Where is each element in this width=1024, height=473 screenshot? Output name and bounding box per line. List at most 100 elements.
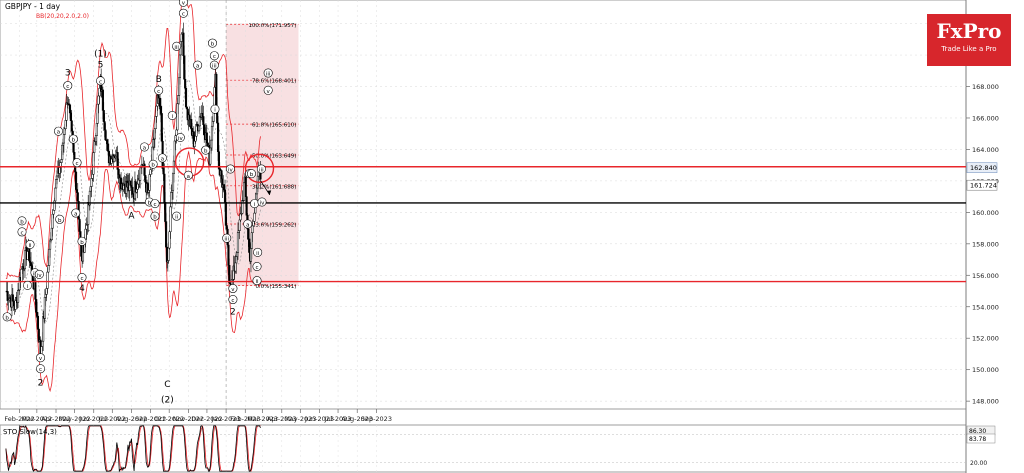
x-tick-label: Feb-2022 — [4, 415, 34, 423]
candle — [168, 231, 171, 249]
wave-label: b — [151, 163, 155, 169]
candle — [170, 192, 173, 208]
candle — [50, 227, 53, 241]
candle — [223, 184, 226, 191]
candle — [93, 140, 96, 153]
candle — [244, 176, 247, 197]
candle — [245, 196, 248, 216]
wave-label: b — [211, 42, 215, 48]
sto-readout: 86.30 — [969, 428, 986, 435]
y-tick-label: 156.000 — [972, 272, 999, 280]
highlight-circle — [244, 153, 275, 184]
candle — [23, 250, 27, 270]
candle — [228, 265, 231, 284]
x-tick-label: May-2022 — [58, 415, 90, 423]
fxpro-logo: FxPro Trade Like a Pro — [927, 14, 1011, 66]
x-tick-label: Nov-2022 — [173, 415, 204, 423]
wave-label-circle — [246, 169, 256, 179]
wave-label-circle — [256, 164, 266, 174]
wave-label: c — [20, 230, 23, 236]
candle — [210, 125, 214, 141]
candle — [162, 168, 165, 175]
y-axis: 148.000 150.000 152.000 154.000 156.000 158.0… — [966, 20, 999, 406]
x-tick-label: Sep-2022 — [135, 415, 166, 423]
wave-label-circle — [157, 153, 167, 163]
candle — [35, 299, 38, 313]
wave-label: b — [72, 138, 76, 144]
wave-label-circle — [209, 60, 219, 70]
wave-label-circle — [139, 142, 149, 152]
fib-level-label: 100.0%(171.957) — [248, 23, 296, 29]
wave-label: iv — [260, 201, 266, 207]
candle — [247, 228, 250, 240]
wave-label: a — [143, 145, 146, 151]
candle — [85, 224, 88, 230]
candle — [253, 212, 256, 222]
wave-label: ii — [255, 279, 259, 285]
wave-label-circle — [150, 199, 160, 209]
candle — [194, 135, 197, 142]
candle — [159, 106, 162, 114]
wave-label-circle — [172, 211, 182, 221]
wave-label: c — [231, 298, 234, 304]
wave-label: a — [57, 130, 60, 136]
wave-label: 3 — [65, 69, 71, 79]
candle — [96, 103, 99, 124]
candle — [52, 210, 55, 215]
candle — [36, 315, 40, 330]
candle — [54, 187, 57, 202]
candle — [55, 175, 59, 180]
candle — [70, 120, 73, 132]
wave-label: b — [20, 219, 24, 225]
candle — [202, 116, 205, 125]
candle — [103, 121, 106, 131]
wave-label: iii — [259, 167, 264, 173]
fib-level-label: 50.0%(163.649) — [252, 153, 297, 159]
wave-label-circle — [210, 104, 220, 114]
wave-label: ii — [29, 243, 33, 249]
wave-label: c — [99, 79, 102, 85]
candle — [143, 163, 146, 176]
wave-label: c — [182, 12, 185, 18]
candle — [104, 129, 107, 141]
y-tick-label: 168.000 — [972, 83, 999, 91]
candle — [252, 221, 255, 227]
candle — [236, 232, 240, 253]
candle — [205, 132, 208, 144]
candle — [69, 112, 72, 121]
candle — [193, 140, 196, 147]
wave-label-circle — [17, 227, 27, 237]
wave-label: B — [156, 75, 162, 85]
candle — [180, 33, 183, 42]
candle — [248, 238, 251, 253]
fib-level-label: 38.2%(161.688) — [252, 184, 297, 190]
last-price-box — [966, 179, 998, 191]
wave-label: 2 — [230, 308, 236, 318]
wave-label: c — [153, 202, 156, 208]
candle — [62, 134, 65, 144]
fib-level-label: 61.8%(165.610) — [252, 123, 297, 129]
wave-label-circle — [148, 159, 158, 169]
wave-label-circle — [178, 0, 188, 7]
candle — [190, 119, 193, 129]
candle — [75, 189, 78, 193]
wave-label-circle — [150, 211, 160, 221]
wave-label: b — [5, 315, 9, 321]
wave-label: (2) — [161, 396, 174, 406]
sto-k-line — [5, 424, 261, 473]
candle — [250, 232, 253, 249]
wave-label-circle — [53, 126, 63, 136]
candle — [101, 89, 104, 111]
sto-axis-label: 20.00 — [970, 460, 987, 467]
wave-label: A — [128, 212, 135, 222]
candle — [155, 105, 158, 117]
candle — [41, 340, 44, 347]
x-tick-label: Aug-2022 — [116, 415, 148, 423]
y-tick-label: 158.000 — [972, 240, 999, 248]
wave-label-circle — [253, 247, 263, 257]
candle — [37, 328, 40, 342]
wave-label: v — [39, 356, 43, 362]
wave-label: c — [66, 84, 69, 90]
candle — [249, 248, 253, 262]
candle — [235, 256, 238, 264]
